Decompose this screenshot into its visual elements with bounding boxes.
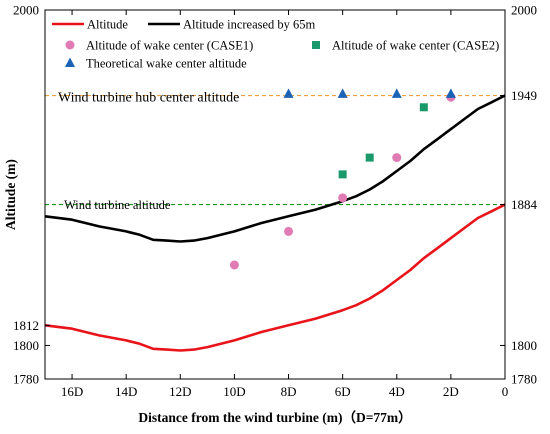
data-point-3 — [419, 103, 428, 112]
y-axis-title: Altitude (m) — [3, 159, 18, 230]
y-tick-label-left: 2000 — [13, 3, 39, 18]
series-line-1 — [44, 94, 506, 243]
y-tick-label-right: 1800 — [511, 338, 537, 353]
reference-lines — [45, 94, 505, 206]
data-point-4 — [337, 88, 348, 98]
x-tick-label: 10D — [223, 384, 245, 399]
y-tick-label-left: 1780 — [13, 372, 39, 387]
x-tick-label: 16D — [61, 384, 83, 399]
data-point-2 — [229, 260, 239, 270]
legend-label: Altitude increased by 65m — [183, 18, 316, 32]
data-point-2 — [338, 193, 348, 203]
data-point-4 — [283, 88, 294, 98]
x-tick-label: 0 — [502, 384, 509, 399]
x-tick-label: 8D — [281, 384, 297, 399]
legend-swatch — [312, 41, 320, 49]
x-tick-label: 6D — [335, 384, 351, 399]
legend-label: Theoretical wake center altitude — [86, 57, 247, 71]
x-tick-label: 4D — [389, 384, 405, 399]
axes: 16D 14D 12D 10D 8D 6D 4D 2D 01780180018122000178… — [13, 3, 538, 400]
turbine-altitude-label: Wind turbine altitude — [64, 198, 171, 212]
series-lines — [44, 94, 506, 352]
x-axis-title: Distance from the wind turbine (m)（D=77m… — [138, 410, 411, 425]
series-markers — [229, 88, 456, 270]
data-point-3 — [338, 170, 347, 179]
x-tick-label: 14D — [115, 384, 137, 399]
annotations: Wind turbine hub center altitude Wind tur… — [58, 91, 239, 213]
legend: Altitude Altitude increased by 65m Altitud… — [52, 18, 499, 71]
legend-label: Altitude of wake center (CASE1) — [86, 39, 253, 53]
data-point-4 — [391, 88, 402, 98]
y-tick-label-left: 1812 — [13, 318, 39, 333]
legend-swatch — [65, 40, 75, 50]
plot-frame — [44, 9, 506, 380]
x-tick-label: 12D — [169, 384, 191, 399]
y-tick-label-right: 1780 — [511, 372, 537, 387]
data-point-3 — [365, 153, 374, 162]
y-tick-label-right: 1949 — [511, 88, 537, 103]
hub-altitude-label: Wind turbine hub center altitude — [58, 91, 239, 106]
x-tick-label: 2D — [443, 384, 459, 399]
series-line-0 — [44, 203, 506, 352]
data-point-2 — [392, 153, 402, 163]
legend-label: Altitude — [87, 18, 128, 32]
y-tick-label-right: 2000 — [511, 3, 537, 18]
legend-label: Altitude of wake center (CASE2) — [332, 39, 499, 53]
legend-swatch — [65, 57, 75, 67]
y-tick-label-left: 1800 — [13, 338, 39, 353]
y-tick-label-right: 1884 — [511, 197, 538, 212]
data-point-4 — [445, 88, 456, 98]
data-point-2 — [284, 226, 294, 236]
